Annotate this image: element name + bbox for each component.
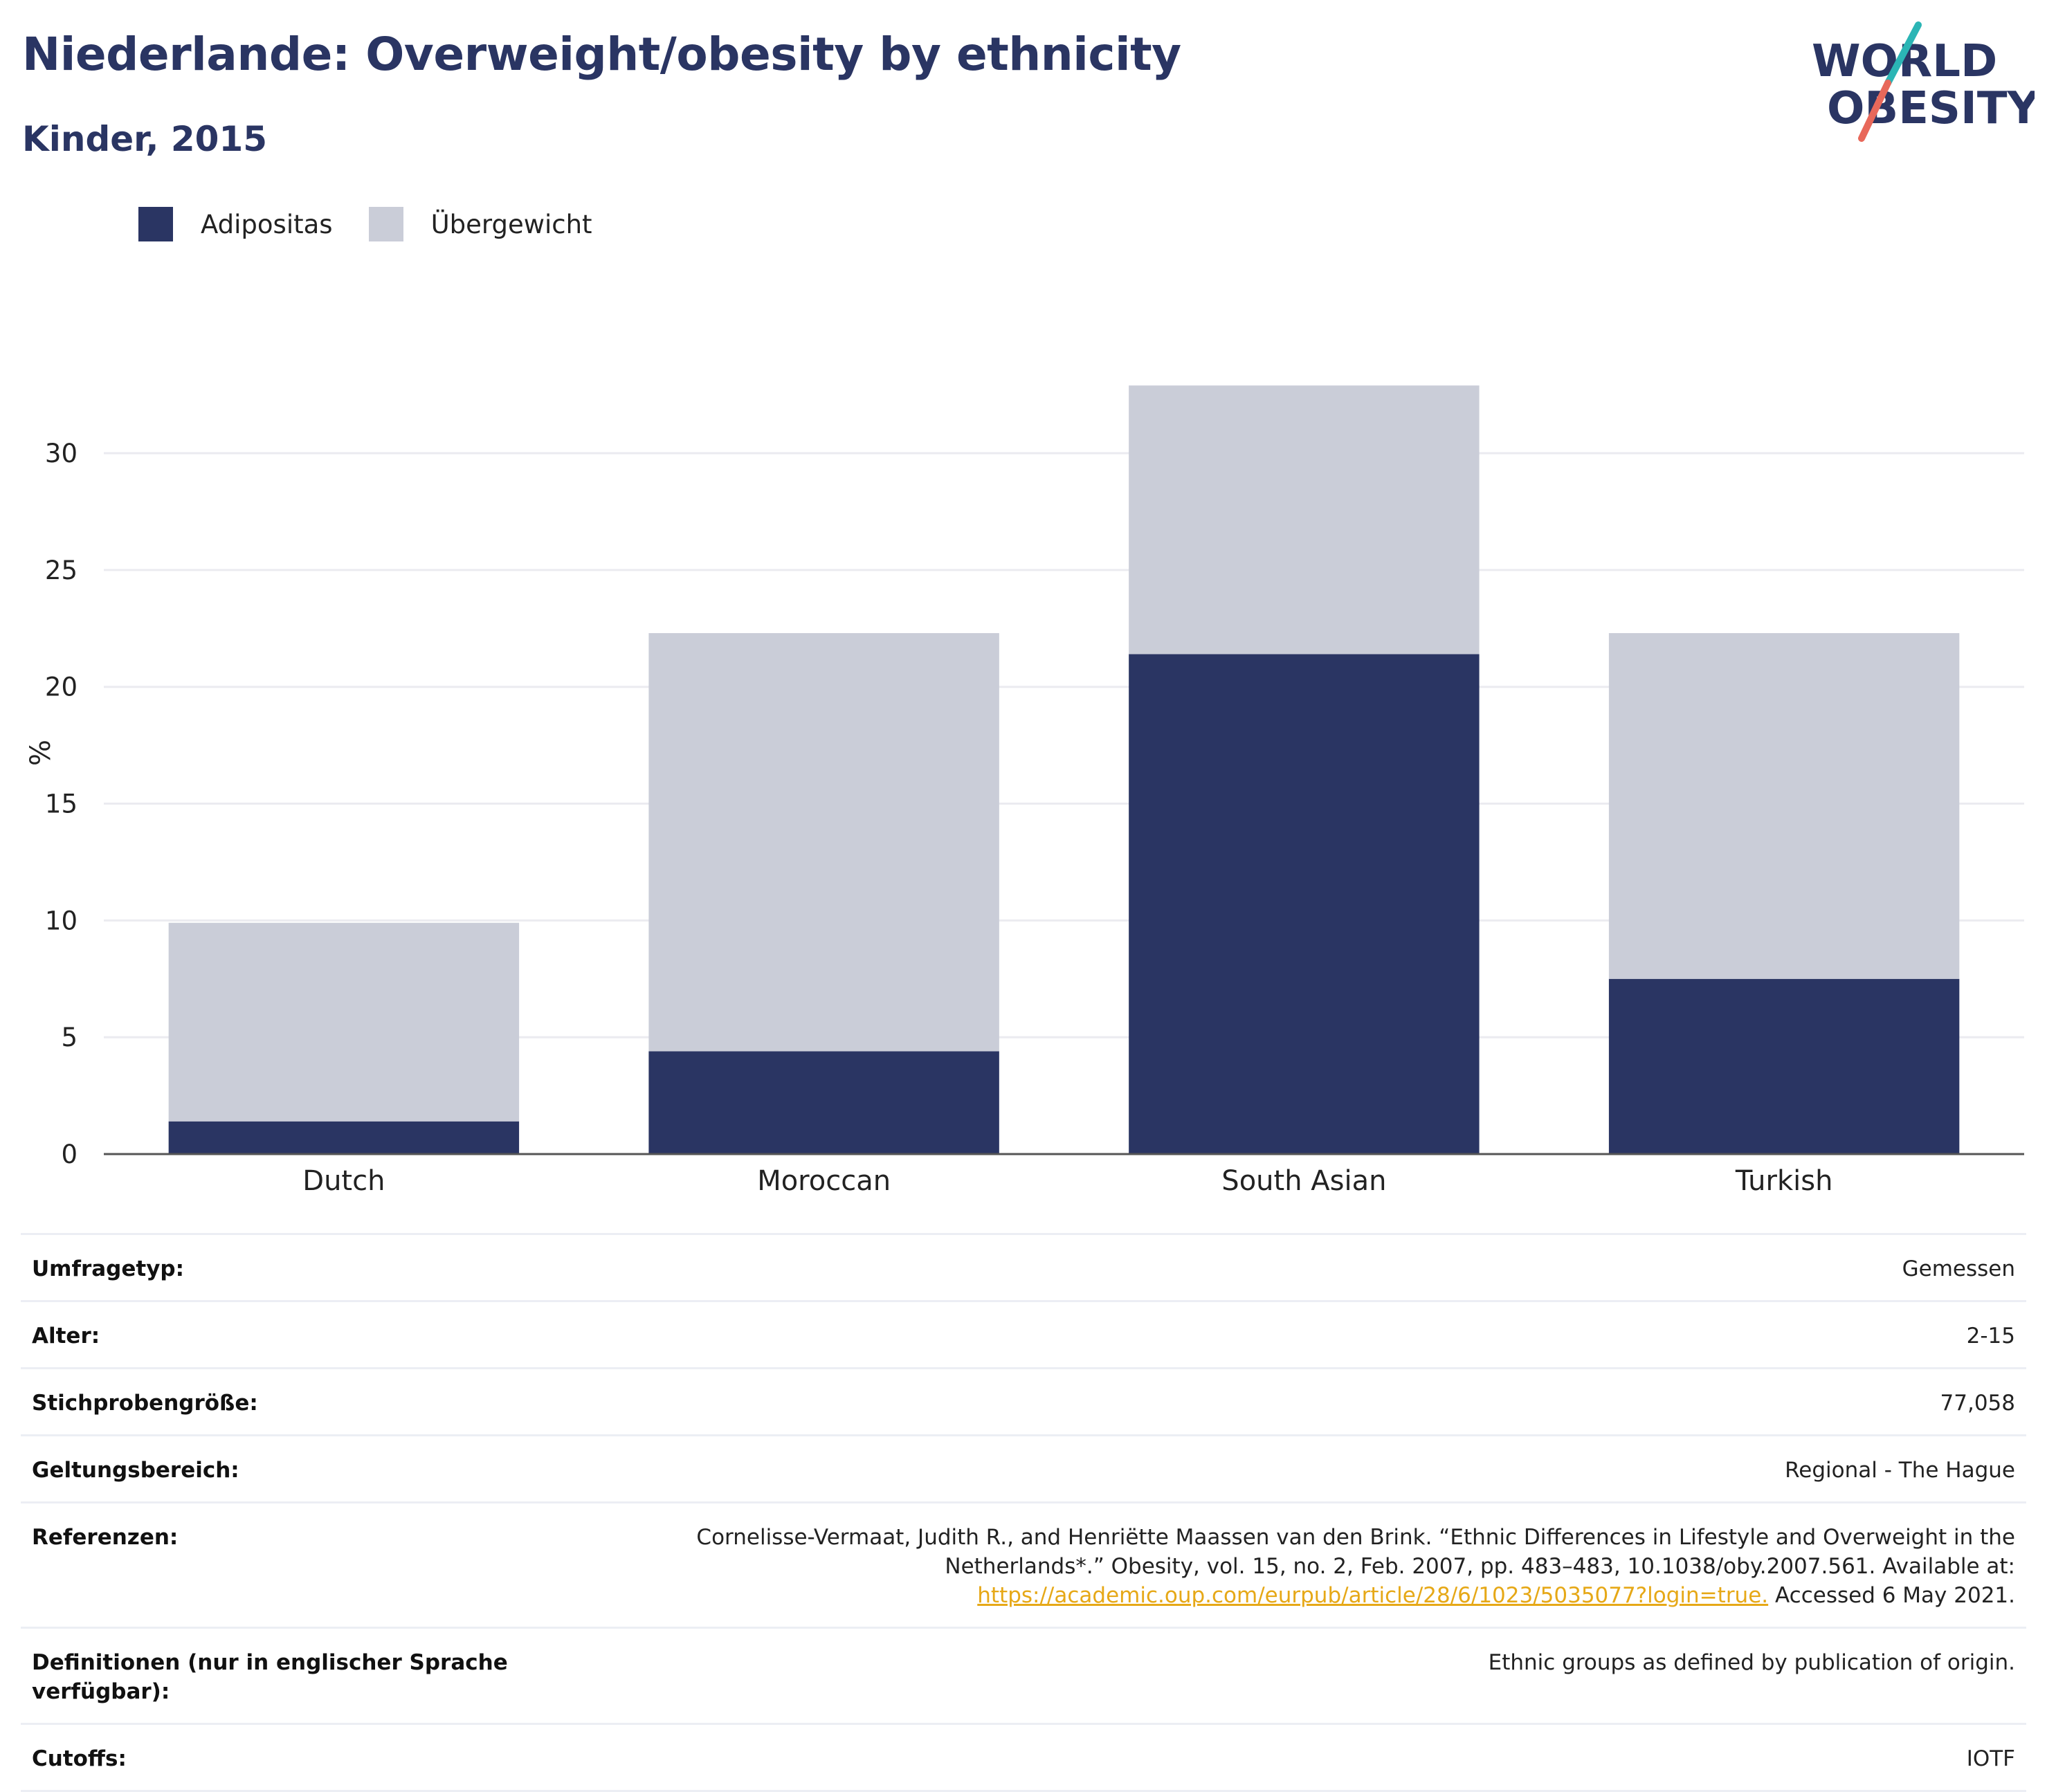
meta-row-alter: Alter: 2-15 — [21, 1302, 2026, 1369]
meta-value: Ethnic groups as defined by publication … — [1488, 1650, 2015, 1675]
chart-title: Niederlande: Overweight/obesity by ethni… — [22, 28, 1181, 81]
meta-key: Referenzen: — [32, 1525, 179, 1550]
bar-adipositas-turkish[interactable] — [1608, 978, 1960, 1154]
x-tick-label: Turkish — [1735, 1165, 1833, 1197]
bar-adipositas-south-asian[interactable] — [1129, 654, 1480, 1154]
legend-label-adipositas: Adipositas — [201, 209, 333, 239]
bar-uebergewicht-moroccan[interactable] — [648, 633, 999, 1052]
meta-row-referenzen: Referenzen: Cornelisse-Vermaat, Judith R… — [21, 1503, 2026, 1629]
bar-uebergewicht-south-asian[interactable] — [1129, 385, 1480, 655]
legend-item-adipositas[interactable]: Adipositas — [138, 207, 333, 241]
y-tick-label: 25 — [45, 556, 78, 585]
logo-line2: OBESITY — [1827, 83, 2035, 134]
legend-item-uebergewicht[interactable]: Übergewicht — [368, 207, 592, 241]
metadata-table: Umfragetyp: Gemessen Alter: 2-15 Stichpr… — [21, 1233, 2026, 1792]
x-tick-label: Dutch — [302, 1165, 385, 1197]
meta-key: Stichprobengröße: — [32, 1391, 258, 1416]
reference-link[interactable]: https://academic.oup.com/eurpub/article/… — [977, 1583, 1769, 1608]
bar-uebergewicht-turkish[interactable] — [1608, 633, 1960, 979]
meta-row-geltungsbereich: Geltungsbereich: Regional - The Hague — [21, 1436, 2026, 1503]
meta-key: Cutoffs: — [32, 1746, 127, 1771]
meta-key: Geltungsbereich: — [32, 1458, 239, 1483]
meta-value-reference: Cornelisse-Vermaat, Judith R., and Henri… — [638, 1523, 2015, 1610]
y-tick-label: 10 — [45, 906, 78, 935]
y-axis-title: % — [25, 740, 57, 766]
chart-subtitle: Kinder, 2015 — [22, 119, 268, 159]
meta-row-cutoffs: Cutoffs: IOTF — [21, 1725, 2026, 1792]
legend-label-uebergewicht: Übergewicht — [430, 209, 592, 239]
meta-row-definitionen: Definitionen (nur in englischer Sprache … — [21, 1629, 2026, 1725]
bar-uebergewicht-dutch[interactable] — [168, 922, 520, 1122]
meta-value: Regional - The Hague — [1785, 1458, 2015, 1483]
meta-value: 2-15 — [1966, 1324, 2015, 1348]
meta-key: Umfragetyp: — [32, 1256, 184, 1281]
bar-adipositas-moroccan[interactable] — [648, 1051, 999, 1154]
reference-text: Cornelisse-Vermaat, Judith R., and Henri… — [696, 1525, 2015, 1579]
legend-swatch-adipositas — [138, 207, 173, 241]
x-tick-label: South Asian — [1221, 1165, 1386, 1197]
logo-slash-top — [1884, 21, 1922, 86]
y-tick-label: 5 — [61, 1023, 78, 1052]
y-tick-label: 30 — [45, 439, 78, 468]
y-tick-label: 15 — [45, 789, 78, 819]
y-tick-label: 0 — [61, 1140, 78, 1169]
bar-layer — [168, 385, 1960, 1154]
meta-value: 77,058 — [1940, 1391, 2015, 1416]
meta-row-stichprobengroesse: Stichprobengröße: 77,058 — [21, 1369, 2026, 1436]
meta-key: Alter: — [32, 1324, 100, 1348]
meta-key: Definitionen (nur in englischer Sprache … — [32, 1650, 508, 1704]
world-obesity-logo: WORLD OBESITY — [1812, 21, 2035, 142]
meta-value: Gemessen — [1902, 1256, 2015, 1281]
meta-value: IOTF — [1966, 1746, 2015, 1771]
logo-slash-bottom — [1858, 80, 1891, 142]
bar-adipositas-dutch[interactable] — [168, 1121, 520, 1154]
axis-layer: 0 5 10 15 20 25 30% Dutch Moroccan South Asian Tur… — [25, 439, 2024, 1197]
x-tick-label: Moroccan — [757, 1165, 891, 1197]
legend-swatch-uebergewicht — [368, 207, 403, 241]
meta-row-umfragetyp: Umfragetyp: Gemessen — [21, 1235, 2026, 1302]
stacked-bar-chart: 0 5 10 15 20 25 30% Dutch Moroccan South Asian Tur… — [25, 385, 2024, 1197]
reference-accessed: Accessed 6 May 2021. — [1768, 1583, 2015, 1608]
chart-legend: Adipositas Übergewicht — [138, 205, 628, 244]
y-tick-label: 20 — [45, 673, 78, 702]
